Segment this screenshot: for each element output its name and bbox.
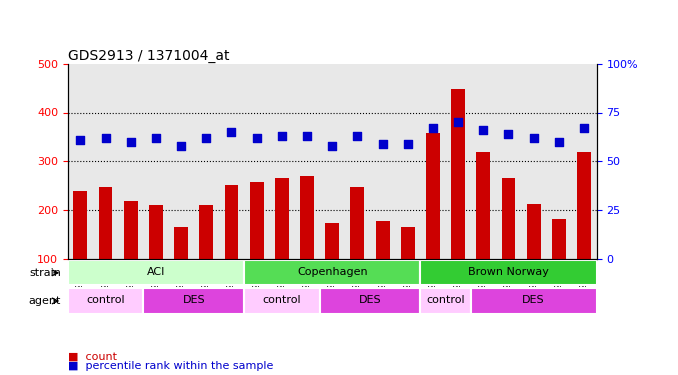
Point (377, 141, 388, 147)
Point (528, 135, 539, 141)
Text: control: control (86, 296, 125, 305)
Bar (68, 260, 244, 285)
Bar (426, 133, 440, 259)
Point (226, 129, 237, 135)
Point (428, 125, 439, 131)
Bar (300, 176, 314, 259)
Bar (351, 187, 364, 259)
Point (151, 135, 161, 141)
Bar (577, 153, 591, 259)
Bar (401, 227, 415, 259)
Text: Copenhagen: Copenhagen (297, 267, 367, 277)
Bar (471, 288, 597, 314)
Text: ■  count: ■ count (68, 352, 117, 362)
Text: ■  percentile rank within the sample: ■ percentile rank within the sample (68, 361, 273, 371)
Bar (325, 223, 339, 259)
Point (503, 131, 514, 137)
Text: ACI: ACI (146, 267, 165, 277)
Bar (420, 288, 471, 314)
Bar (451, 89, 465, 259)
Bar (552, 219, 565, 259)
Bar (143, 288, 244, 314)
Bar (244, 288, 319, 314)
Bar (199, 205, 213, 259)
Point (125, 139, 136, 145)
Point (100, 135, 111, 141)
Point (252, 135, 262, 141)
Text: strain: strain (29, 268, 61, 278)
Bar (73, 190, 87, 259)
Bar (250, 182, 264, 259)
Point (402, 141, 413, 147)
Bar (477, 153, 490, 259)
Bar (319, 288, 420, 314)
Bar (502, 178, 515, 259)
Bar (99, 187, 113, 259)
Point (327, 142, 338, 148)
Point (277, 133, 287, 139)
Bar (244, 260, 420, 285)
Text: DES: DES (359, 296, 381, 305)
Point (352, 133, 363, 139)
Bar (376, 221, 389, 259)
Text: Brown Norway: Brown Norway (468, 267, 549, 277)
Bar (68, 288, 143, 314)
Point (75, 137, 86, 143)
Text: DES: DES (522, 296, 545, 305)
Bar (124, 201, 138, 259)
Text: control: control (426, 296, 465, 305)
Bar (275, 178, 289, 259)
Point (201, 135, 212, 141)
Bar (224, 184, 239, 259)
Point (453, 119, 464, 125)
Point (553, 139, 564, 145)
Text: GDS2913 / 1371004_at: GDS2913 / 1371004_at (68, 49, 229, 63)
Point (302, 133, 313, 139)
Text: DES: DES (182, 296, 205, 305)
Point (578, 125, 589, 131)
Text: agent: agent (28, 296, 61, 306)
Point (478, 127, 489, 133)
Text: control: control (262, 296, 301, 305)
Bar (420, 260, 597, 285)
Bar (174, 227, 188, 259)
Bar (527, 204, 540, 259)
Point (176, 142, 186, 148)
Bar (149, 205, 163, 259)
